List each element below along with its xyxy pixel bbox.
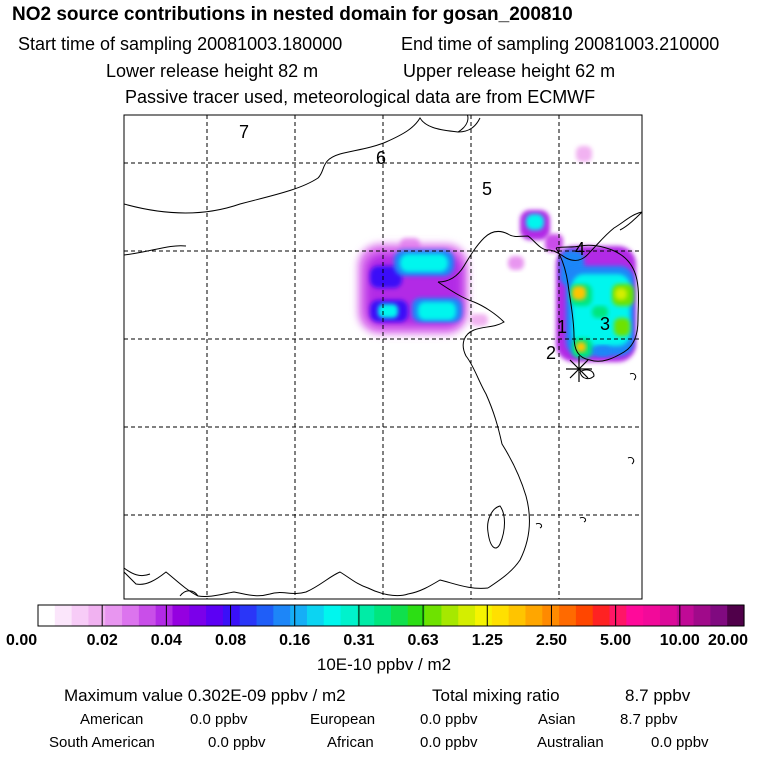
colorbar-swatch: [475, 605, 493, 626]
colorbar-swatch: [38, 605, 56, 626]
region-label-7: 7: [239, 122, 249, 142]
colorbar-swatch: [407, 605, 426, 626]
colorbar-tick-label: 1.25: [471, 632, 503, 649]
colorbar-swatch: [54, 605, 73, 626]
lower-release-height-label: Lower release height 82 m: [106, 61, 319, 81]
upper-release-height-label: Upper release height 62 m: [403, 61, 616, 81]
start-time-label: Start time of sampling 20081003.180000: [18, 34, 343, 54]
plume-korea: [556, 246, 636, 362]
colorbar-tick-label: 0.04: [150, 632, 182, 649]
south-american-label: South American: [49, 734, 155, 751]
plume-west: [358, 238, 488, 334]
colorbar-swatch: [391, 605, 409, 626]
tracer-info-label: Passive tracer used, meteorological data…: [125, 87, 596, 107]
american-label: American: [80, 711, 144, 728]
receptor-marker-icon: [566, 356, 592, 382]
region-label-6: 6: [376, 148, 386, 168]
colorbar-swatch: [357, 605, 375, 626]
colorbar-swatch: [189, 605, 207, 626]
max-value-label: Maximum value 0.302E-09 ppbv / m2: [64, 686, 346, 705]
colorbar-swatch: [323, 605, 342, 626]
european-label: European: [310, 711, 376, 728]
colorbar-tick-label: 0.02: [86, 632, 118, 649]
total-mixing-ratio-value: 8.7 ppbv: [625, 686, 691, 705]
region-label-5: 5: [482, 179, 492, 199]
colorbar-swatch: [340, 605, 358, 626]
colorbar-swatch: [374, 605, 392, 626]
australian-value: 0.0 ppbv: [651, 734, 709, 751]
region-label-4: 4: [575, 239, 585, 259]
colorbar-swatch: [693, 605, 711, 626]
colorbar-swatch: [122, 605, 140, 626]
colorbar-swatch: [256, 605, 274, 626]
south-american-value: 0.0 ppbv: [208, 734, 266, 751]
colorbar-tick-label: 0.63: [407, 632, 439, 649]
colorbar-swatch: [273, 605, 291, 626]
colorbar-swatch: [71, 605, 90, 626]
plot-title: NO2 source contributions in nested domai…: [12, 4, 573, 25]
australian-label: Australian: [537, 734, 604, 751]
colorbar-swatch: [88, 605, 106, 626]
end-time-label: End time of sampling 20081003.210000: [401, 34, 720, 54]
colorbar-swatch: [138, 605, 157, 626]
colorbar-swatch: [290, 605, 308, 626]
colorbar-swatch: [155, 605, 174, 626]
map-frame: [123, 114, 643, 600]
colorbar-swatch: [609, 605, 627, 626]
colorbar-swatch: [676, 605, 695, 626]
african-value: 0.0 ppbv: [420, 734, 478, 751]
colorbar-tick-label: 10.00: [659, 632, 700, 649]
colorbar-swatch: [575, 605, 594, 626]
colorbar-swatch: [491, 605, 510, 626]
colorbar-swatch: [172, 605, 190, 626]
african-label: African: [327, 734, 374, 751]
region-label-1: 1: [557, 317, 567, 337]
colorbar-swatch: [441, 605, 459, 626]
colorbar-swatch: [239, 605, 258, 626]
region-label-2: 2: [546, 343, 556, 363]
colorbar: [37, 604, 745, 627]
total-mixing-ratio-label: Total mixing ratio: [432, 686, 560, 705]
colorbar-tick-label: 0.00: [6, 632, 38, 649]
region-label-3: 3: [600, 314, 610, 334]
colorbar-tick-label: 2.50: [535, 632, 568, 649]
colorbar-tick-label: 20.00: [708, 632, 749, 649]
coastlines: [124, 115, 642, 597]
colorbar-swatch: [592, 605, 611, 626]
colorbar-swatch: [626, 605, 644, 626]
colorbar-swatch: [306, 605, 325, 626]
asian-value: 8.7 ppbv: [620, 711, 678, 728]
colorbar-swatch: [206, 605, 224, 626]
colorbar-outline: [37, 604, 745, 627]
american-value: 0.0 ppbv: [190, 711, 248, 728]
colorbar-swatch: [727, 605, 745, 626]
colorbar-swatch: [222, 605, 241, 626]
european-value: 0.0 ppbv: [420, 711, 478, 728]
colorbar-swatch: [525, 605, 543, 626]
colorbar-tick-label: 0.16: [279, 632, 311, 649]
colorbar-tick-label: 5.00: [600, 632, 632, 649]
colorbar-tick-label: 0.08: [214, 632, 247, 649]
colorbar-swatch: [559, 605, 577, 626]
colorbar-swatch: [508, 605, 527, 626]
colorbar-swatch: [105, 605, 123, 626]
colorbar-tick-label: 0.31: [343, 632, 375, 649]
colorbar-swatch: [643, 605, 661, 626]
colorbar-swatch: [710, 605, 728, 626]
colorbar-swatch: [424, 605, 443, 626]
colorbar-swatch: [458, 605, 476, 626]
colorbar-swatch: [659, 605, 678, 626]
lat-lon-grid: [124, 115, 642, 599]
asian-label: Asian: [538, 711, 576, 728]
colorbar-unit-label: 10E-10 ppbv / m2: [316, 655, 452, 674]
